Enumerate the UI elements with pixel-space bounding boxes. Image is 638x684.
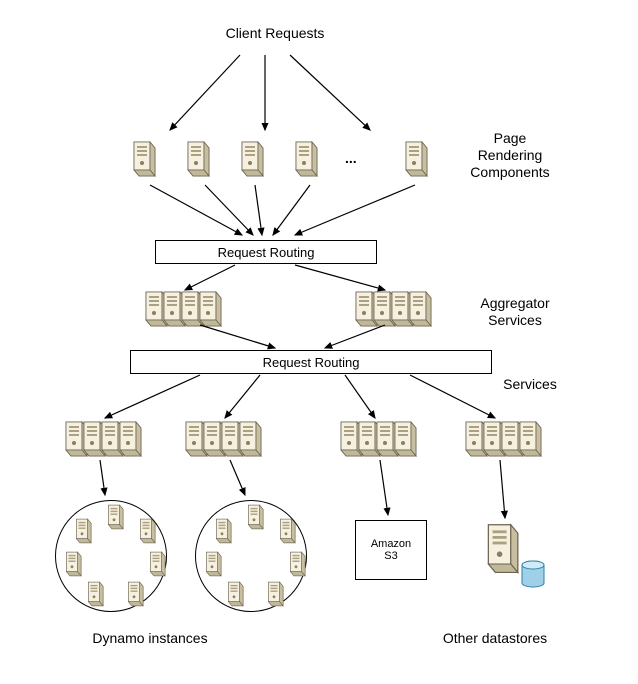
server-icon	[72, 518, 92, 545]
server-icon	[286, 551, 306, 578]
server-icon	[62, 551, 82, 578]
server-icon	[136, 518, 156, 545]
server-icon	[104, 504, 124, 531]
dynamo-instances-label: Dynamo instances	[70, 630, 230, 647]
amazon-s3-box: Amazon S3	[355, 520, 427, 580]
aggregator-services-label: Aggregator Services	[460, 295, 570, 329]
server-icon	[212, 518, 232, 545]
request-routing-2: Request Routing	[130, 350, 492, 374]
other-datastores-label: Other datastores	[415, 630, 575, 647]
request-routing-1-text: Request Routing	[218, 245, 315, 260]
diagram-canvas: Client Requests Page Rendering Component…	[0, 0, 638, 684]
server-icon	[182, 140, 210, 178]
server-icon	[290, 140, 318, 178]
page-rendering-label: Page Rendering Components	[450, 130, 570, 180]
server-icon	[236, 140, 264, 178]
server-icon	[400, 140, 428, 178]
amazon-s3-text: Amazon S3	[371, 538, 411, 562]
ellipsis: ...	[345, 150, 357, 166]
request-routing-1: Request Routing	[155, 240, 377, 264]
datastore-server-icon	[480, 522, 519, 575]
database-icon	[520, 560, 546, 588]
server-icon	[84, 581, 104, 608]
server-icon	[202, 551, 222, 578]
request-routing-2-text: Request Routing	[263, 355, 360, 370]
server-icon	[128, 140, 156, 178]
server-icon	[276, 518, 296, 545]
server-icon	[124, 581, 144, 608]
server-icon	[244, 504, 264, 531]
server-icon	[224, 581, 244, 608]
client-requests-label: Client Requests	[205, 25, 345, 42]
server-icon	[264, 581, 284, 608]
server-icon	[146, 551, 166, 578]
services-label: Services	[490, 376, 570, 393]
